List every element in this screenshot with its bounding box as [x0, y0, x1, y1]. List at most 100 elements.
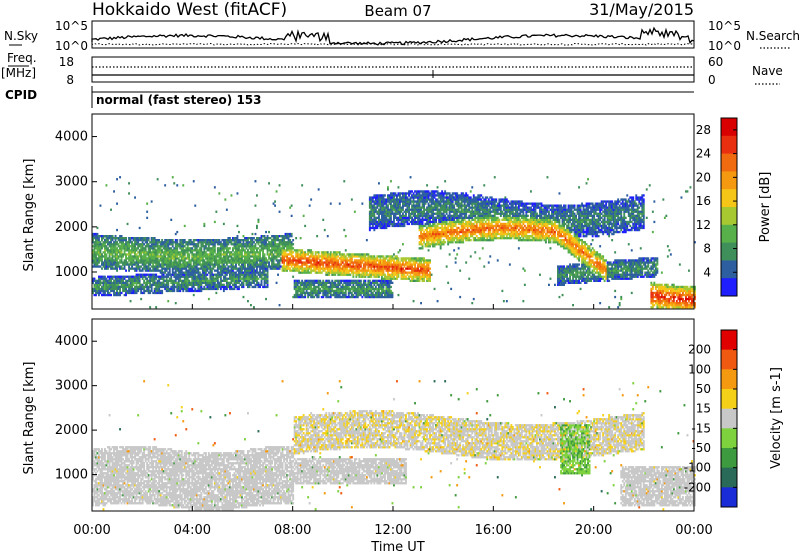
- power-cell: [192, 285, 195, 289]
- power-cell: [343, 259, 346, 262]
- power-cell: [135, 291, 138, 295]
- power-cell: [126, 261, 129, 264]
- power-cell: [323, 255, 326, 258]
- power-cell: [194, 247, 197, 250]
- power-cell: [319, 281, 322, 284]
- power-cell: [229, 255, 231, 258]
- power-cell: [319, 283, 322, 286]
- power-cell: [265, 247, 267, 250]
- power-cell: [101, 293, 103, 297]
- power-cell: [275, 239, 278, 242]
- power-cell: [111, 243, 114, 246]
- power-cell: [382, 271, 385, 274]
- power-cell: [281, 257, 284, 260]
- power-cell: [245, 241, 248, 244]
- power-cell: [248, 267, 251, 270]
- power-cell: [219, 251, 222, 254]
- power-cell: [227, 257, 230, 260]
- power-cell: [99, 283, 102, 286]
- power-cell: [371, 198, 374, 201]
- power-cell: [207, 255, 210, 258]
- power-cell: [117, 293, 120, 297]
- power-cell: [113, 285, 115, 289]
- power-cell: [207, 253, 210, 256]
- power-cell: [293, 257, 296, 260]
- power-cell: [254, 285, 257, 289]
- power-cell: [179, 239, 182, 242]
- power-cell: [116, 237, 118, 240]
- power-cell: [311, 265, 314, 268]
- power-cell: [311, 293, 314, 297]
- power-cell: [114, 293, 117, 297]
- power-cell: [289, 261, 292, 264]
- power-cell: [210, 253, 213, 256]
- power-cell: [174, 271, 177, 274]
- power-cell: [204, 279, 207, 282]
- power-cell: [405, 259, 407, 262]
- power-cell: [95, 257, 97, 260]
- power-cell: [153, 277, 156, 280]
- power-cell: [325, 255, 328, 258]
- power-cell: [119, 249, 121, 252]
- power-cell: [206, 277, 209, 280]
- power-cell: [343, 253, 346, 256]
- power-cell: [325, 259, 328, 262]
- power-cell: [272, 257, 275, 260]
- power-cell: [128, 239, 130, 242]
- power-cell: [341, 261, 344, 264]
- power-cell: [254, 247, 257, 250]
- power-cell: [323, 251, 326, 254]
- power-cell: [206, 263, 209, 266]
- power-cell: [176, 283, 179, 286]
- power-cell: [152, 283, 155, 286]
- power-cell: [298, 279, 301, 282]
- power-cell: [224, 245, 227, 248]
- power-cell: [158, 283, 161, 286]
- power-cell: [353, 210, 356, 213]
- power-cell: [233, 271, 236, 274]
- power-cell: [236, 279, 239, 282]
- power-cell: [195, 283, 198, 286]
- power-cell: [332, 291, 335, 295]
- power-cell: [170, 273, 173, 276]
- power-cell: [98, 275, 100, 278]
- power-cell: [266, 249, 269, 252]
- power-cell: [310, 253, 313, 256]
- power-cell: [209, 241, 212, 244]
- power-cell: [158, 263, 161, 266]
- power-cell: [174, 249, 177, 252]
- power-cell: [236, 261, 239, 264]
- power-cell: [397, 220, 400, 224]
- freq-tick-bottom: 8: [66, 73, 74, 87]
- power-cell: [320, 255, 323, 258]
- power-cell: [128, 182, 130, 185]
- power-cell: [250, 245, 252, 248]
- power-cell: [120, 291, 123, 295]
- power-cell: [96, 259, 99, 262]
- power-cell: [310, 267, 313, 270]
- power-cell: [204, 239, 207, 242]
- power-cell: [230, 275, 233, 278]
- power-cell: [403, 224, 406, 228]
- power-cell: [177, 287, 180, 291]
- power-cell: [320, 253, 323, 256]
- power-cell: [92, 287, 94, 291]
- power-cell: [114, 267, 117, 270]
- power-cell: [105, 239, 108, 242]
- power-cell: [201, 265, 204, 268]
- power-cell: [98, 235, 100, 238]
- power-cell: [120, 251, 123, 254]
- power-cell: [378, 214, 380, 217]
- power-cell: [117, 265, 120, 268]
- power-cell: [210, 279, 213, 282]
- power-cell: [143, 251, 146, 254]
- power-cell: [149, 283, 152, 286]
- power-cell: [266, 277, 269, 280]
- power-cell: [227, 277, 230, 280]
- power-cell: [141, 283, 144, 286]
- power-cell: [343, 269, 346, 272]
- power-cell: [244, 275, 246, 278]
- power-cell: [194, 279, 197, 282]
- power-cell: [104, 265, 106, 268]
- power-cell: [191, 259, 194, 262]
